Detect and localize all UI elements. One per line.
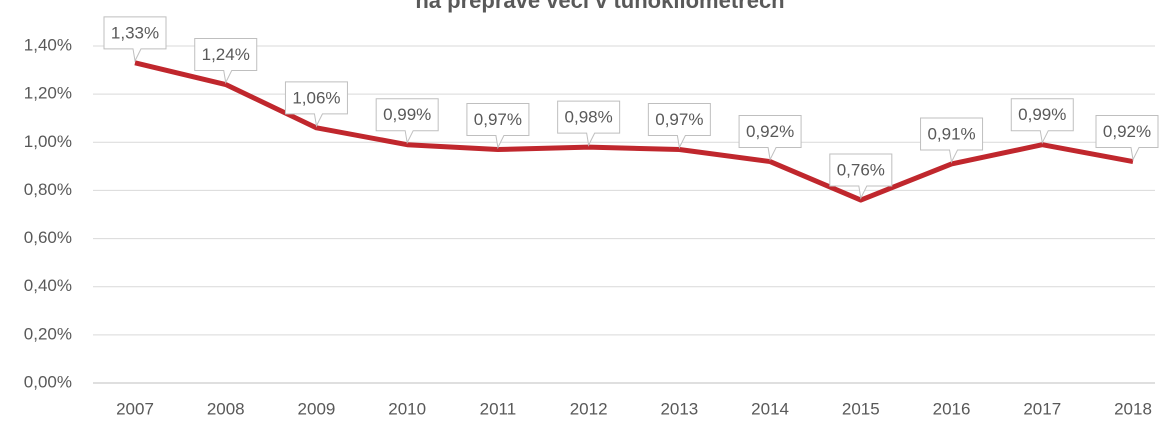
data-label: 0,91% <box>927 124 975 143</box>
x-tick-label: 2013 <box>660 399 698 418</box>
data-label: 1,33% <box>111 23 159 42</box>
data-label: 0,76% <box>837 161 885 180</box>
x-tick-label: 2017 <box>1023 399 1061 418</box>
data-label-box <box>829 153 893 200</box>
data-label: 0,98% <box>565 108 613 127</box>
data-label-box <box>103 16 167 63</box>
y-tick-label: 1,40% <box>24 35 72 54</box>
data-label-box <box>920 117 984 164</box>
data-label-box <box>284 81 348 128</box>
x-tick-label: 2018 <box>1114 399 1152 418</box>
x-tick-label: 2011 <box>480 399 517 418</box>
data-label: 0,92% <box>746 122 794 141</box>
x-tick-label: 2008 <box>207 399 245 418</box>
y-tick-label: 0,20% <box>24 324 72 343</box>
x-tick-label: 2016 <box>933 399 971 418</box>
y-tick-label: 1,20% <box>24 84 72 103</box>
data-label-box <box>375 98 439 145</box>
data-label: 1,24% <box>202 45 250 64</box>
data-label-box <box>557 100 621 147</box>
x-tick-label: 2012 <box>570 399 608 418</box>
y-tick-label: 0,40% <box>24 276 72 295</box>
x-tick-label: 2007 <box>116 399 154 418</box>
data-label: 1,06% <box>292 88 340 107</box>
data-label-box <box>1095 115 1159 162</box>
data-label-box <box>738 115 802 162</box>
data-label-box <box>194 38 258 85</box>
line <box>134 60 1134 203</box>
data-label-box <box>466 103 530 150</box>
data-label: 0,92% <box>1103 122 1151 141</box>
x-tick-label: 2014 <box>751 399 789 418</box>
data-label: 0,99% <box>383 105 431 124</box>
y-tick-label: 0,00% <box>24 372 72 391</box>
y-tick-label: 0,80% <box>24 180 72 199</box>
data-label: 0,97% <box>474 110 522 129</box>
y-tick-label: 0,60% <box>24 228 72 247</box>
data-label: 0,97% <box>655 110 703 129</box>
x-tick-label: 2010 <box>388 399 426 418</box>
data-label: 0,99% <box>1018 105 1066 124</box>
data-label-box <box>1010 98 1074 145</box>
data-label-box <box>647 103 711 150</box>
x-tick-label: 2009 <box>298 399 336 418</box>
x-tick-label: 2015 <box>842 399 880 418</box>
chart-title: na přepravě věcí v tunokilometrech <box>415 0 784 13</box>
y-tick-label: 1,00% <box>24 132 72 151</box>
